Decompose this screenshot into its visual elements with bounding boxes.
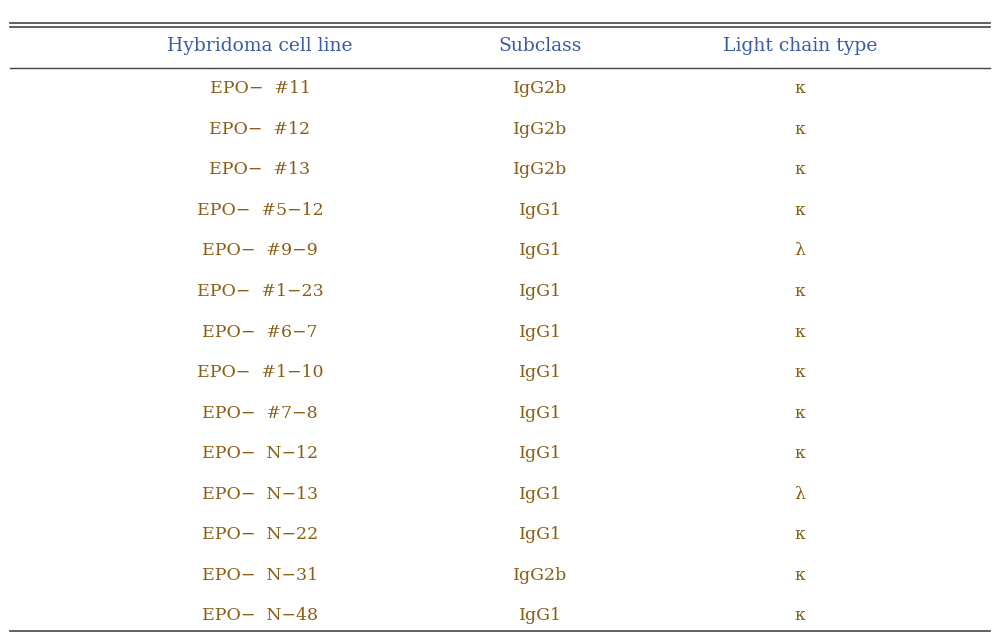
Text: EPO−  #7−8: EPO− #7−8 (202, 404, 318, 422)
Text: EPO−  #13: EPO− #13 (209, 161, 311, 178)
Text: κ: κ (795, 323, 805, 341)
Text: IgG1: IgG1 (518, 242, 562, 260)
Text: IgG1: IgG1 (518, 323, 562, 341)
Text: κ: κ (795, 202, 805, 219)
Text: EPO−  #11: EPO− #11 (210, 80, 310, 97)
Text: EPO−  N−12: EPO− N−12 (202, 445, 318, 462)
Text: IgG1: IgG1 (518, 445, 562, 462)
Text: EPO−  #9−9: EPO− #9−9 (202, 242, 318, 260)
Text: Subclass: Subclass (498, 37, 582, 55)
Text: IgG1: IgG1 (518, 486, 562, 503)
Text: IgG1: IgG1 (518, 202, 562, 219)
Text: Light chain type: Light chain type (723, 37, 877, 55)
Text: λ: λ (794, 486, 806, 503)
Text: IgG2b: IgG2b (513, 161, 567, 178)
Text: IgG1: IgG1 (518, 608, 562, 624)
Text: κ: κ (795, 445, 805, 462)
Text: EPO−  #5−12: EPO− #5−12 (197, 202, 323, 219)
Text: EPO−  #6−7: EPO− #6−7 (202, 323, 318, 341)
Text: EPO−  N−48: EPO− N−48 (202, 608, 318, 624)
Text: EPO−  N−22: EPO− N−22 (202, 527, 318, 543)
Text: EPO−  N−13: EPO− N−13 (202, 486, 318, 503)
Text: κ: κ (795, 121, 805, 138)
Text: EPO−  N−31: EPO− N−31 (202, 567, 318, 584)
Text: κ: κ (795, 80, 805, 97)
Text: κ: κ (795, 283, 805, 300)
Text: κ: κ (795, 527, 805, 543)
Text: EPO−  #1−10: EPO− #1−10 (197, 364, 323, 381)
Text: κ: κ (795, 161, 805, 178)
Text: EPO−  #12: EPO− #12 (209, 121, 311, 138)
Text: κ: κ (795, 567, 805, 584)
Text: IgG1: IgG1 (518, 364, 562, 381)
Text: κ: κ (795, 364, 805, 381)
Text: IgG1: IgG1 (518, 527, 562, 543)
Text: IgG2b: IgG2b (513, 567, 567, 584)
Text: Hybridoma cell line: Hybridoma cell line (167, 37, 353, 55)
Text: IgG1: IgG1 (518, 404, 562, 422)
Text: EPO−  #1−23: EPO− #1−23 (197, 283, 323, 300)
Text: κ: κ (795, 608, 805, 624)
Text: κ: κ (795, 404, 805, 422)
Text: λ: λ (794, 242, 806, 260)
Text: IgG2b: IgG2b (513, 80, 567, 97)
Text: IgG1: IgG1 (518, 283, 562, 300)
Text: IgG2b: IgG2b (513, 121, 567, 138)
